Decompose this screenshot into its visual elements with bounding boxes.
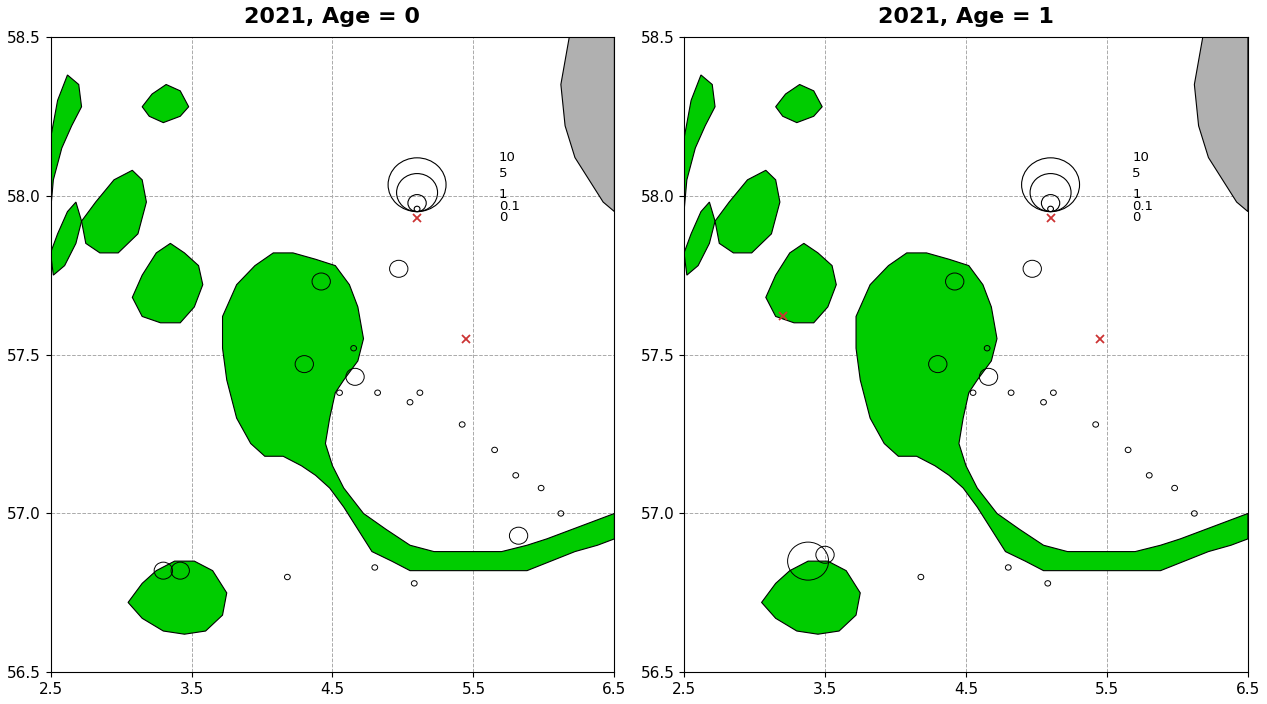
- Text: 0: 0: [499, 211, 507, 225]
- Polygon shape: [128, 561, 227, 634]
- Title: 2021, Age = 1: 2021, Age = 1: [878, 7, 1054, 27]
- Text: 1: 1: [499, 188, 507, 201]
- Polygon shape: [684, 75, 715, 212]
- Polygon shape: [761, 561, 860, 634]
- Text: 0.1: 0.1: [499, 200, 519, 213]
- Polygon shape: [142, 84, 189, 122]
- Text: 5: 5: [499, 167, 507, 180]
- Polygon shape: [856, 253, 1248, 571]
- Polygon shape: [684, 202, 715, 275]
- Polygon shape: [132, 244, 203, 323]
- Text: 5: 5: [1133, 167, 1140, 180]
- Text: 10: 10: [499, 151, 516, 164]
- Polygon shape: [51, 75, 81, 212]
- Polygon shape: [81, 170, 147, 253]
- Text: 1: 1: [1133, 188, 1140, 201]
- Title: 2021, Age = 0: 2021, Age = 0: [245, 7, 421, 27]
- Polygon shape: [223, 253, 614, 571]
- Polygon shape: [775, 84, 822, 122]
- Text: 0.1: 0.1: [1133, 200, 1153, 213]
- Polygon shape: [765, 244, 836, 323]
- Polygon shape: [51, 202, 81, 275]
- Polygon shape: [1195, 37, 1248, 212]
- Text: 0: 0: [1133, 211, 1140, 225]
- Polygon shape: [561, 37, 614, 212]
- Polygon shape: [715, 170, 780, 253]
- Text: 10: 10: [1133, 151, 1149, 164]
